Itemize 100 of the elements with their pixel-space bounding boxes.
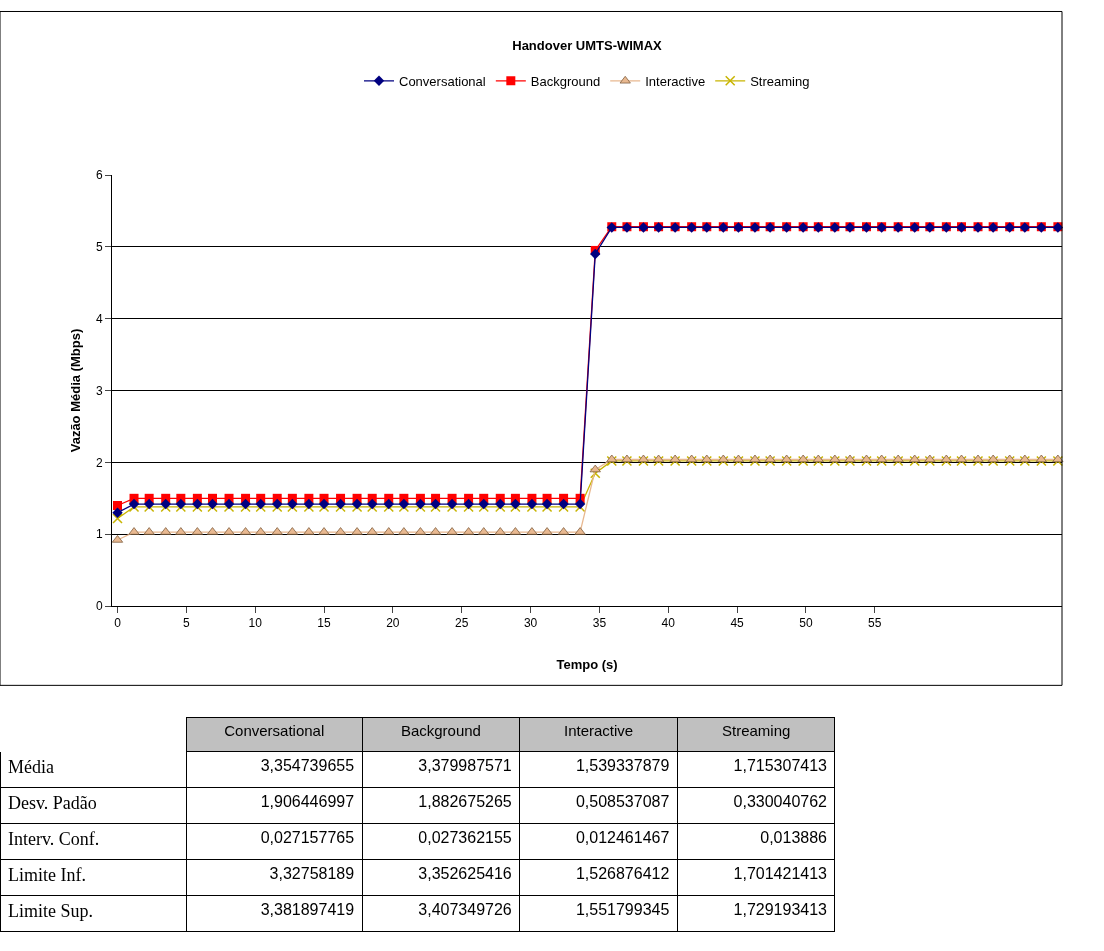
point bbox=[1035, 454, 1047, 463]
x-tick-label: 50 bbox=[799, 616, 813, 631]
point bbox=[797, 454, 809, 463]
point bbox=[638, 455, 649, 467]
point bbox=[1036, 455, 1047, 467]
point bbox=[669, 454, 681, 463]
legend-label: Interactive bbox=[645, 73, 706, 89]
point bbox=[1019, 455, 1031, 467]
x-tick-label: 0 bbox=[114, 616, 122, 631]
point bbox=[861, 455, 872, 467]
legend-label: Conversational bbox=[399, 73, 486, 89]
point bbox=[686, 455, 697, 467]
text: 1,882675265 bbox=[418, 793, 512, 811]
x-axis-title: Tempo (s) bbox=[556, 657, 618, 673]
text: 3,354739655 bbox=[260, 757, 355, 775]
point bbox=[1004, 454, 1016, 463]
text: 1,526876412 bbox=[575, 865, 670, 883]
category-label: Desv. Padão bbox=[8, 792, 97, 813]
point bbox=[797, 455, 809, 467]
point bbox=[987, 454, 999, 463]
point bbox=[892, 455, 904, 467]
point bbox=[733, 455, 744, 467]
category-label: Média bbox=[8, 756, 54, 777]
point bbox=[606, 454, 618, 463]
x-tick-label: 5 bbox=[183, 616, 191, 631]
point bbox=[686, 454, 698, 463]
category-label: Limite Inf. bbox=[8, 864, 86, 885]
point bbox=[909, 455, 920, 467]
point bbox=[718, 455, 729, 467]
x-tick-label: 25 bbox=[455, 616, 469, 631]
point bbox=[112, 513, 123, 524]
x-tick-label: 55 bbox=[868, 616, 882, 631]
point bbox=[621, 454, 633, 463]
text: 0,508537087 bbox=[575, 793, 670, 811]
text: 1,715307413 bbox=[733, 757, 827, 775]
point bbox=[844, 454, 856, 463]
point bbox=[940, 454, 952, 463]
point bbox=[813, 455, 824, 467]
point bbox=[781, 454, 793, 463]
point bbox=[669, 455, 681, 467]
text: 1,701421413 bbox=[733, 865, 827, 883]
point bbox=[590, 248, 601, 260]
x-tick-label: 30 bbox=[523, 616, 538, 631]
point bbox=[829, 455, 841, 467]
point bbox=[876, 454, 888, 463]
point bbox=[781, 455, 792, 467]
text: 0,027157765 bbox=[260, 829, 355, 847]
category-label: Streaming bbox=[722, 722, 791, 740]
x-tick-label: 35 bbox=[592, 616, 607, 631]
point bbox=[701, 455, 713, 467]
point bbox=[112, 507, 123, 518]
point bbox=[876, 455, 887, 467]
legend-label: Background bbox=[530, 73, 601, 89]
x-tick-label: 40 bbox=[661, 616, 676, 631]
point bbox=[909, 454, 921, 463]
category-label: Interactive bbox=[563, 722, 634, 740]
point bbox=[924, 455, 936, 467]
text: 0,330040762 bbox=[733, 793, 827, 811]
point bbox=[701, 454, 713, 463]
text: 1,729193413 bbox=[733, 901, 827, 919]
x-tick-label: 10 bbox=[248, 616, 263, 631]
point bbox=[606, 455, 618, 467]
point bbox=[924, 454, 936, 463]
point bbox=[749, 455, 761, 467]
point bbox=[1052, 455, 1064, 467]
text: 3,381897419 bbox=[260, 901, 355, 919]
y-tick-label: 4 bbox=[95, 311, 103, 326]
point bbox=[829, 454, 841, 463]
text: 3,32758189 bbox=[269, 865, 355, 883]
point bbox=[749, 454, 761, 463]
category-label: Background bbox=[400, 722, 481, 740]
text: 3,352625416 bbox=[418, 865, 512, 883]
point bbox=[589, 464, 601, 473]
category-label: Interv. Conf. bbox=[8, 828, 100, 849]
text: 1,551799345 bbox=[575, 901, 670, 919]
point bbox=[812, 454, 824, 463]
point bbox=[892, 454, 904, 463]
point bbox=[972, 454, 984, 463]
chart-title: Handover UMTS-WIMAX bbox=[512, 37, 663, 53]
point bbox=[972, 455, 984, 467]
y-axis-title: Vazão Média (Mbps) bbox=[67, 328, 83, 453]
text: 0,013886 bbox=[760, 829, 827, 847]
category-label: Limite Sup. bbox=[8, 900, 93, 921]
point bbox=[844, 455, 856, 467]
point bbox=[653, 455, 664, 467]
point bbox=[1019, 454, 1031, 463]
point bbox=[1052, 454, 1064, 463]
category-label: Conversational bbox=[224, 722, 325, 740]
point bbox=[764, 454, 776, 463]
point bbox=[956, 455, 967, 467]
text: 1,539337879 bbox=[575, 757, 670, 775]
legend-label: Streaming bbox=[750, 73, 810, 89]
y-tick-label: 3 bbox=[95, 383, 103, 398]
x-tick-label: 45 bbox=[730, 616, 745, 631]
text: 0,027362155 bbox=[418, 829, 512, 847]
point bbox=[717, 454, 729, 463]
text: 3,379987571 bbox=[418, 757, 512, 775]
y-tick-label: 2 bbox=[95, 455, 103, 470]
point bbox=[1004, 455, 1015, 467]
point bbox=[621, 455, 633, 467]
